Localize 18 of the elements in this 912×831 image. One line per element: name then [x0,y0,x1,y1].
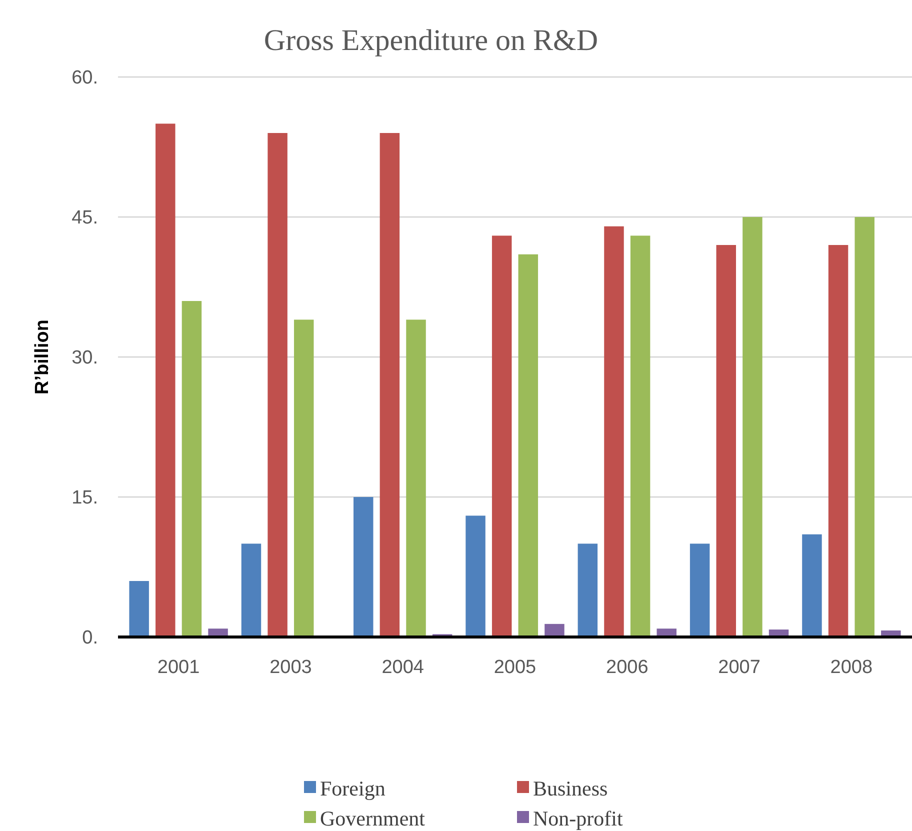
chart-title: Gross Expenditure on R&D [264,24,598,57]
legend-label: Business [533,776,608,800]
x-tick-label: 2006 [606,657,648,678]
y-axis-title: R’billion [32,320,53,394]
legend-label: Non-profit [533,806,623,830]
x-tick-label: 2005 [494,657,536,678]
x-tick-label: 2003 [270,657,312,678]
y-tick-label: 45. [72,208,98,229]
y-tick-label: 30. [72,348,98,369]
legend-label: Foreign [320,776,386,800]
y-tick-label: 15. [72,488,98,509]
x-tick-label: 2004 [382,657,424,678]
legend-label: Government [320,806,426,830]
x-tick-label: 2007 [718,657,760,678]
x-tick-label: 2001 [157,657,200,678]
x-tick-label: 2008 [830,657,873,678]
y-tick-label: 60. [72,68,98,89]
y-tick-label: 0. [82,628,98,649]
